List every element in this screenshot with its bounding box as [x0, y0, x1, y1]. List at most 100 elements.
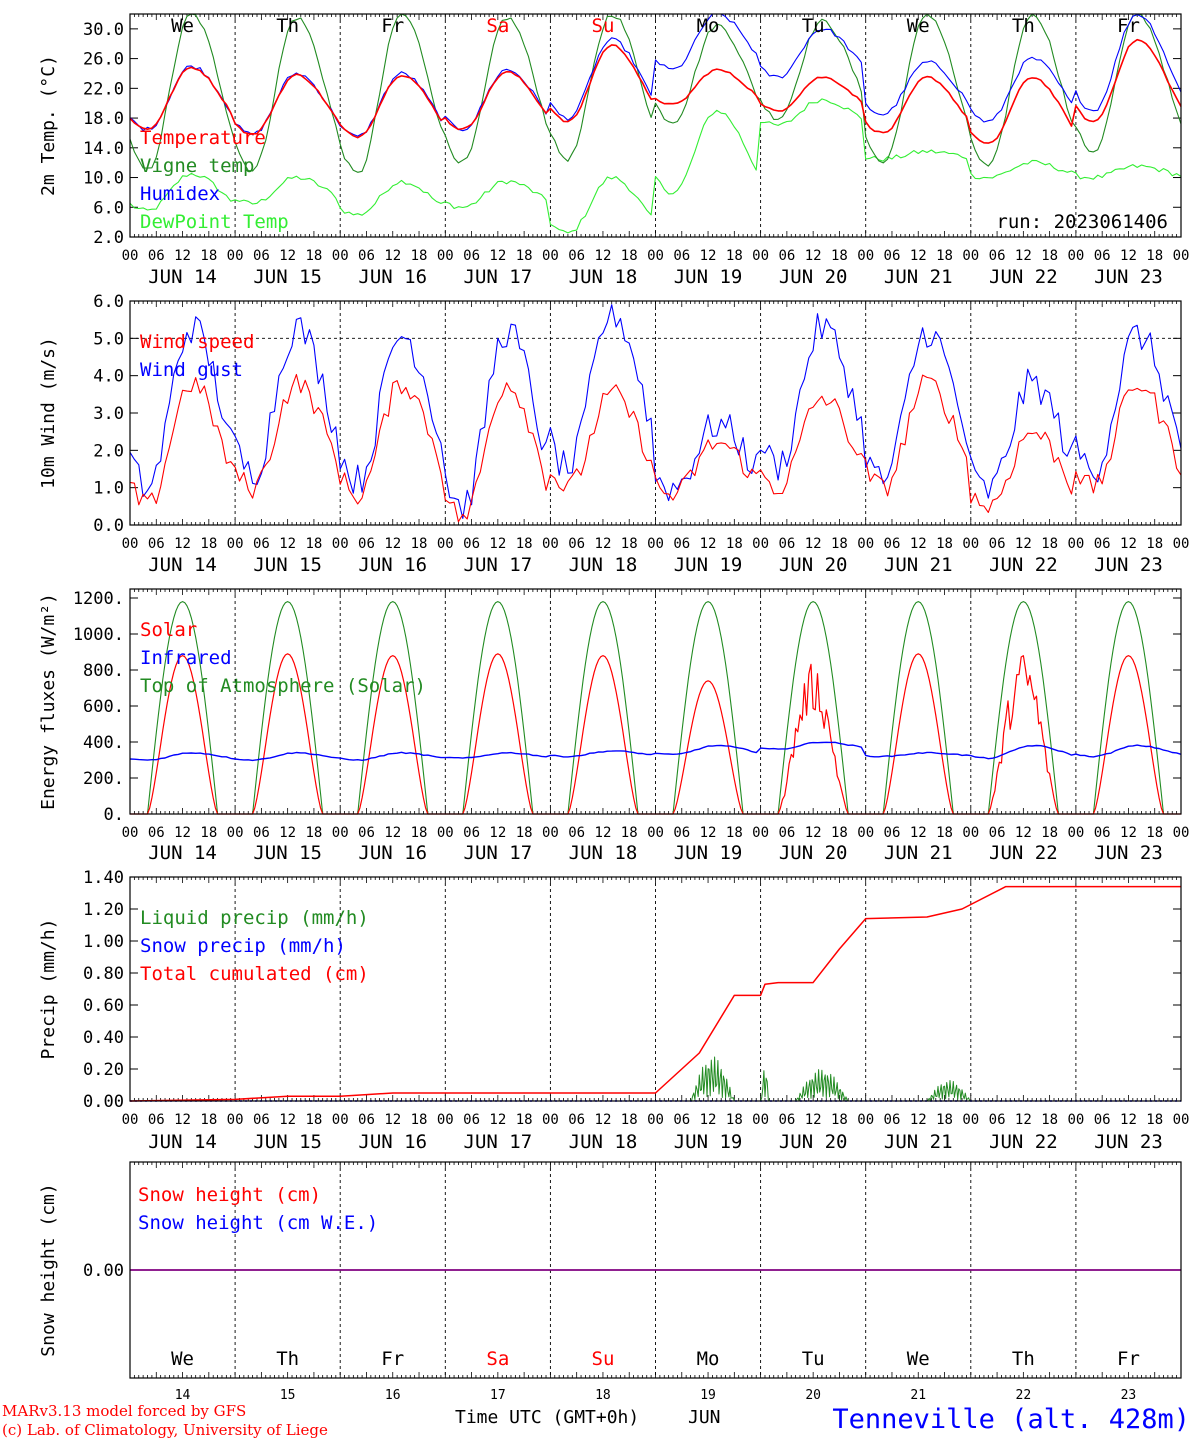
weekday-label: Fr — [1117, 1348, 1140, 1370]
series-vigne-temp — [129, 13, 1182, 173]
hour-tick-label: 12 — [805, 1112, 822, 1128]
y-tick-label: 5.0 — [93, 329, 124, 349]
hour-tick-label: 18 — [831, 825, 848, 841]
footer-copyright: (c) Lab. of Climatology, University of L… — [2, 1421, 328, 1439]
hour-tick-label: 12 — [595, 825, 612, 841]
plot-border — [129, 13, 1182, 238]
weekday-label: Mo — [697, 1348, 720, 1370]
hour-tick-label: 18 — [1146, 1112, 1163, 1128]
hour-tick-label: 06 — [253, 1112, 270, 1128]
series-liquid-precip — [690, 1056, 735, 1102]
y-tick-label: 0.20 — [83, 1060, 124, 1080]
hour-tick-label: 12 — [1015, 1112, 1032, 1128]
panels: 2.0 6.0 10.0 14.0 18.0 22.0 26.0 30.0 2m Temp. (… — [38, 13, 1189, 1403]
hour-tick-label: 12 — [1015, 248, 1032, 264]
date-label: JUN 15 — [253, 554, 322, 576]
xaxis-title: Time UTC (GMT+0h) — [455, 1407, 639, 1428]
hour-tick-label: 00 — [647, 536, 664, 552]
y-tick-label: 2.0 — [93, 228, 124, 248]
y-axis-title: Snow height (cm) — [38, 1183, 59, 1356]
panel-2: 0.0 1.0 2.0 3.0 4.0 5.0 6.0 10m Wind (m/s) 00 06 1… — [38, 292, 1189, 576]
hour-tick-label: 00 — [857, 825, 874, 841]
hour-tick-label: 06 — [148, 536, 165, 552]
y-axis-title: 10m Wind (m/s) — [38, 337, 59, 489]
date-label: JUN 14 — [148, 554, 217, 576]
y-tick-label: 400. — [83, 733, 124, 753]
legend-entry: Vigne temp — [140, 155, 254, 177]
weekday-label: Sa — [486, 1348, 509, 1370]
hour-tick-label: 12 — [805, 825, 822, 841]
date-label: JUN 19 — [674, 266, 743, 288]
hour-tick-label: 12 — [384, 248, 401, 264]
date-label: JUN 15 — [253, 1131, 322, 1153]
hour-tick-label: 18 — [200, 248, 217, 264]
hour-tick-label: 18 — [411, 536, 428, 552]
hour-tick-label: 06 — [568, 536, 585, 552]
footer-model-line: MARv3.13 model forced by GFS — [2, 1402, 246, 1420]
date-label: JUN 19 — [674, 842, 743, 864]
hour-tick-label: 12 — [1120, 825, 1137, 841]
hour-tick-label: 06 — [1094, 825, 1111, 841]
hour-tick-label: 12 — [279, 825, 296, 841]
y-tick-label: 14.0 — [83, 139, 124, 159]
weekday-label: Fr — [1117, 15, 1140, 37]
y-tick-label: 6.0 — [93, 198, 124, 218]
weekday-label: Fr — [381, 15, 404, 37]
y-tick-label: 600. — [83, 697, 124, 717]
hour-tick-label: 18 — [200, 1112, 217, 1128]
hour-tick-label: 00 — [332, 1112, 349, 1128]
hour-tick-label: 06 — [1094, 1112, 1111, 1128]
day-number-label: 18 — [595, 1388, 611, 1403]
hour-tick-label: 18 — [621, 248, 638, 264]
y-tick-label: 2.0 — [93, 441, 124, 461]
hour-tick-label: 18 — [1041, 536, 1058, 552]
weekday-label: We — [907, 1348, 930, 1370]
hour-tick-label: 12 — [489, 248, 506, 264]
run-label: run: 2023061406 — [996, 211, 1168, 233]
y-tick-label: 22.0 — [83, 79, 124, 99]
hour-tick-label: 00 — [1067, 825, 1084, 841]
date-label: JUN 20 — [779, 842, 848, 864]
hour-tick-label: 12 — [910, 1112, 927, 1128]
series-infrared — [129, 741, 1182, 762]
legend-entry: Snow height (cm W.E.) — [138, 1212, 378, 1234]
hour-tick-label: 00 — [647, 1112, 664, 1128]
hour-tick-label: 18 — [936, 1112, 953, 1128]
date-label: JUN 22 — [989, 266, 1058, 288]
plot-border — [129, 588, 1182, 815]
date-label: JUN 16 — [358, 1131, 427, 1153]
hour-tick-label: 06 — [568, 248, 585, 264]
legend-entry: Liquid precip (mm/h) — [140, 907, 369, 929]
hour-tick-label: 06 — [989, 248, 1006, 264]
hour-tick-label: 06 — [673, 536, 690, 552]
hour-tick-label: 06 — [884, 248, 901, 264]
y-tick-label: 1.40 — [83, 868, 124, 888]
hour-tick-label: 00 — [437, 825, 454, 841]
day-number-label: 19 — [700, 1388, 716, 1403]
series-wind-gust — [129, 304, 1182, 519]
legend-entry: Solar — [140, 619, 197, 641]
hour-tick-label: 06 — [253, 248, 270, 264]
legend-entry: Wind gust — [140, 359, 243, 381]
hour-tick-label: 06 — [673, 1112, 690, 1128]
hour-tick-label: 18 — [1041, 1112, 1058, 1128]
hour-tick-label: 12 — [700, 1112, 717, 1128]
date-label: JUN 20 — [779, 1131, 848, 1153]
hour-tick-label: 12 — [595, 248, 612, 264]
hour-tick-label: 00 — [542, 536, 559, 552]
day-number-label: 21 — [910, 1388, 926, 1403]
series-liquid-precip — [760, 1070, 770, 1102]
hour-tick-label: 18 — [516, 536, 533, 552]
hour-tick-label: 18 — [516, 1112, 533, 1128]
day-number-label: 22 — [1016, 1388, 1032, 1403]
date-label: JUN 22 — [989, 842, 1058, 864]
hour-tick-label: 12 — [1015, 825, 1032, 841]
weekday-label: Tu — [802, 1348, 825, 1370]
hour-tick-label: 18 — [936, 536, 953, 552]
y-tick-label: 1.0 — [93, 479, 124, 499]
date-label: JUN 23 — [1094, 266, 1163, 288]
hour-tick-label: 00 — [962, 825, 979, 841]
hour-tick-label: 12 — [805, 536, 822, 552]
hour-tick-label: 18 — [1041, 248, 1058, 264]
hour-tick-label: 00 — [1173, 536, 1190, 552]
